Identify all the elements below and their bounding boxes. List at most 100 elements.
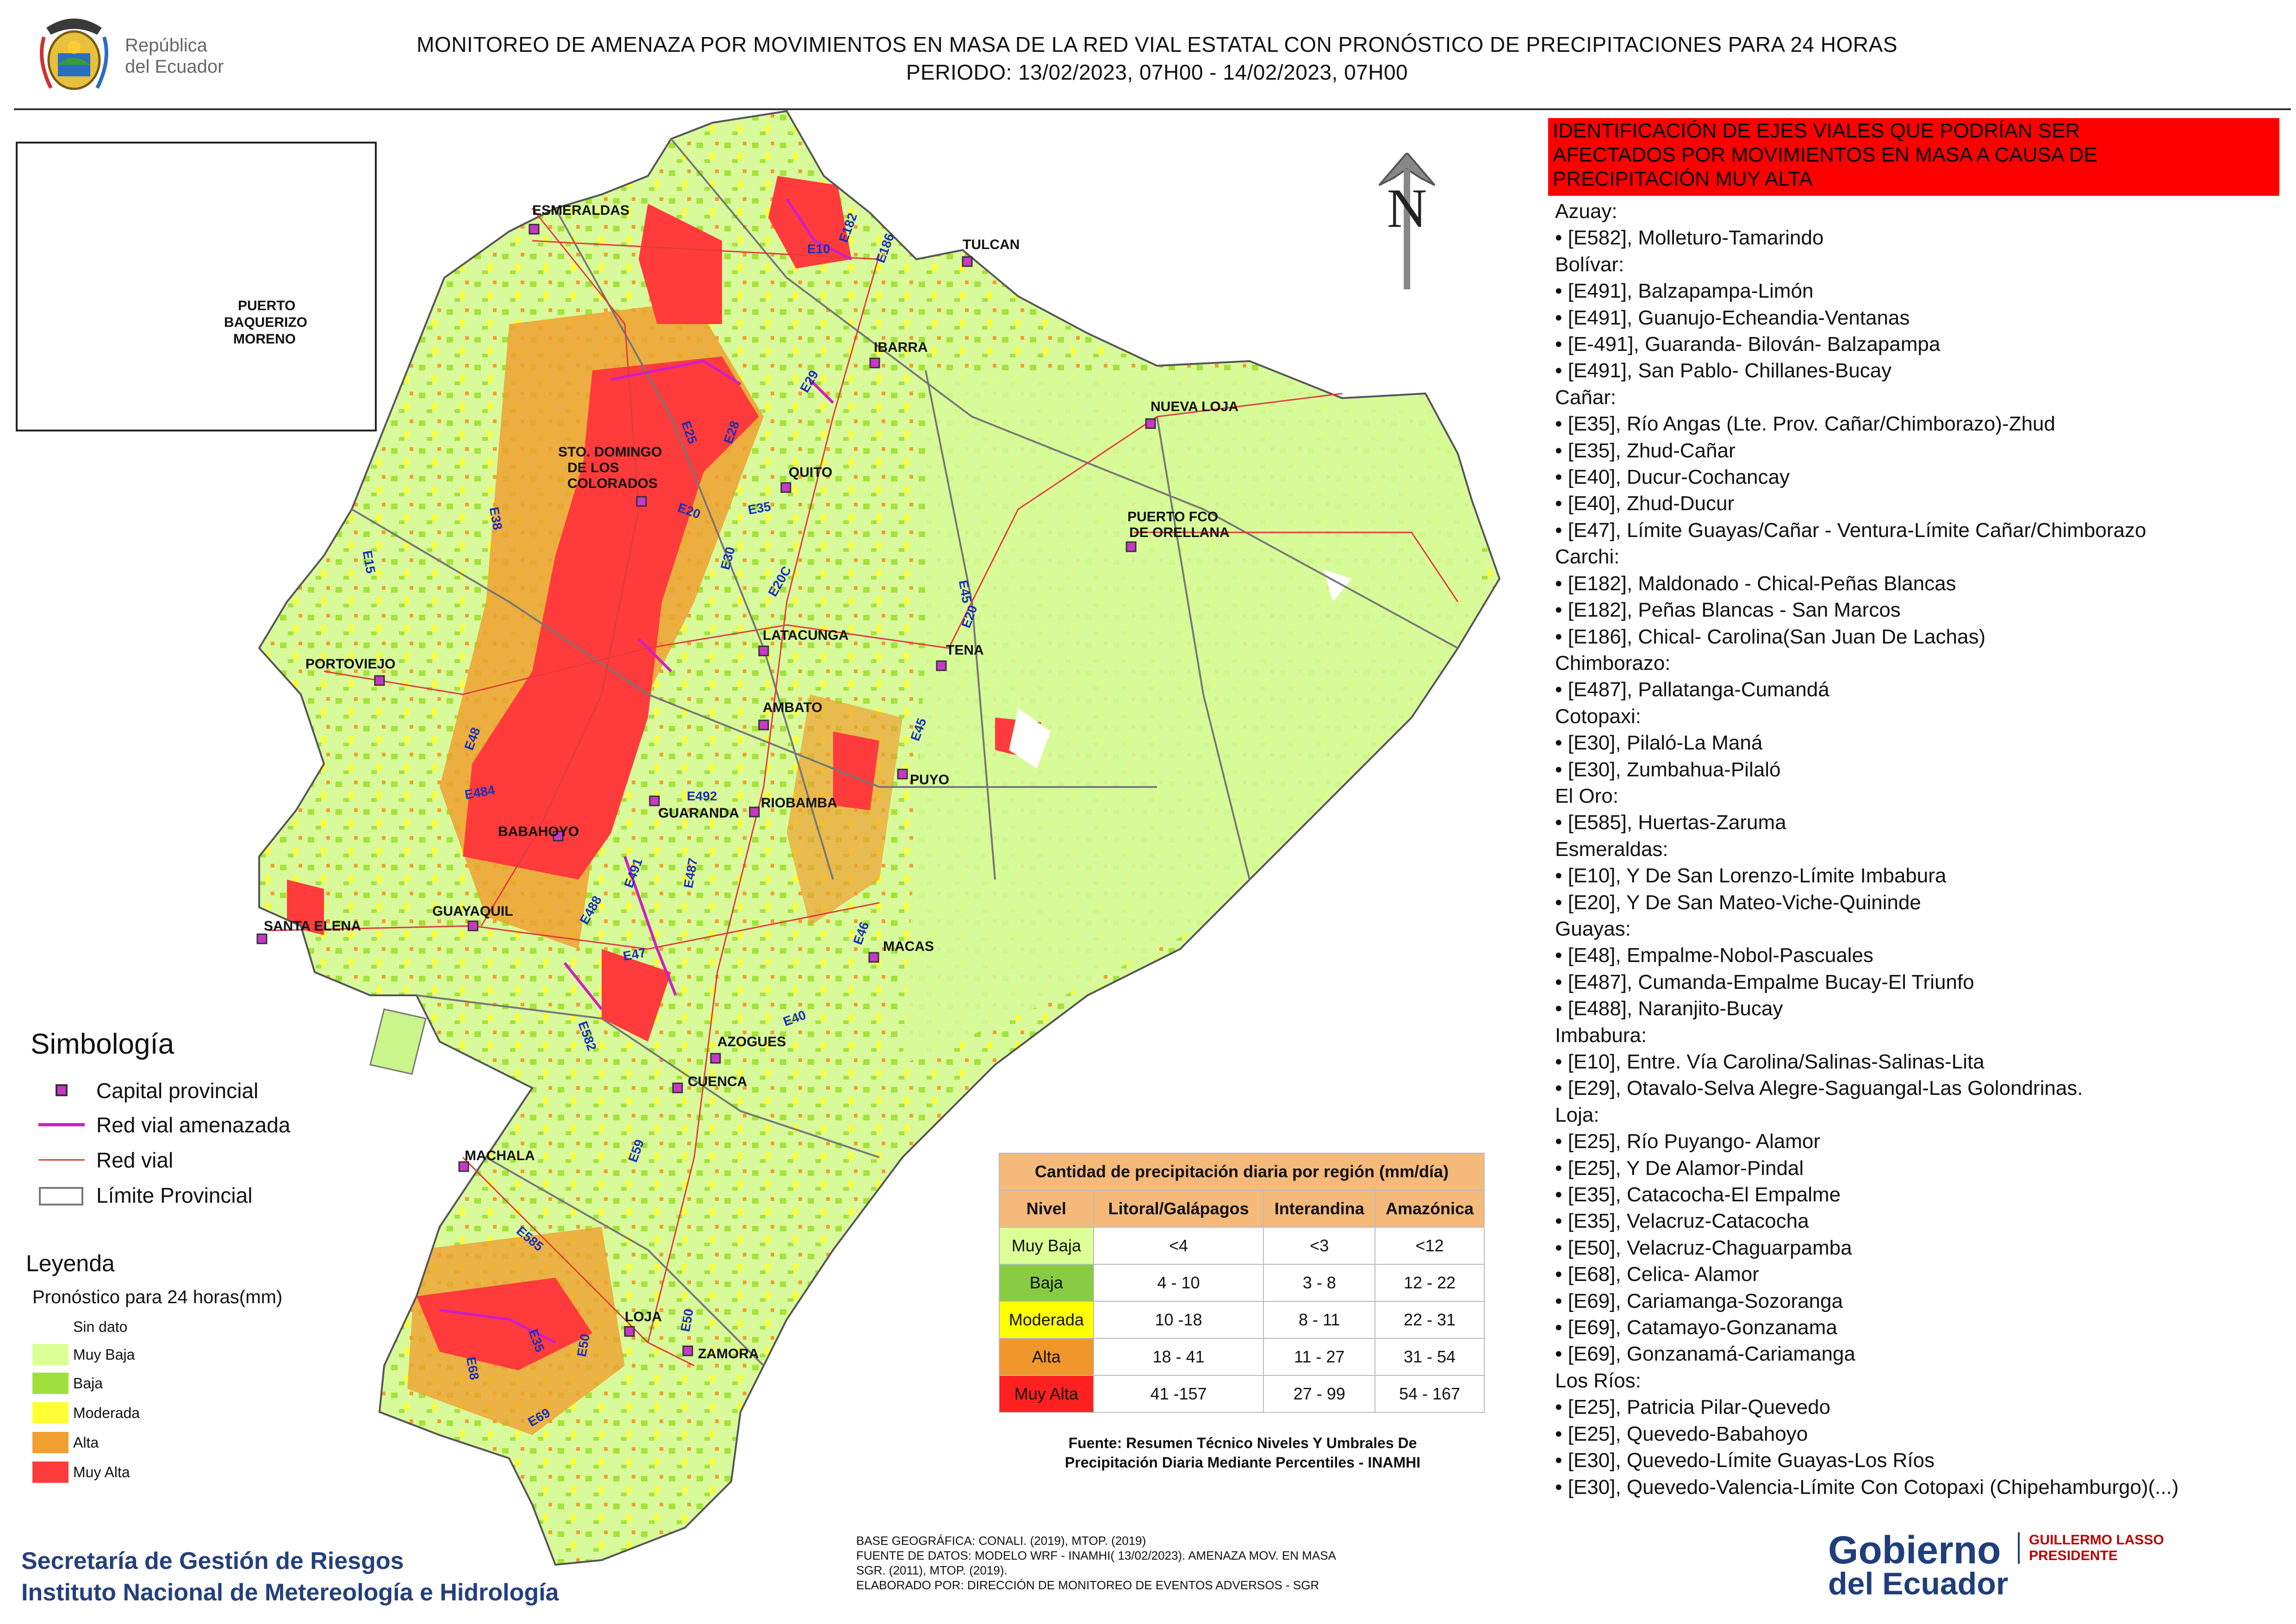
road-item: • [E30], Quevedo-Valencia-Límite Con Cot… <box>1555 1475 2179 1499</box>
route-label: E487 <box>681 857 701 889</box>
road-item: • [E35], Zhud-Cañar <box>1555 439 1736 462</box>
president-credit: GUILLERMO LASSO PRESIDENTE <box>2018 1532 2164 1564</box>
logo-text-1: República <box>125 35 207 56</box>
route-label: E59 <box>625 1137 647 1164</box>
road-item: • [E-491], Guaranda- Bilován- Balzapampa <box>1555 333 1941 356</box>
province-heading: Loja: <box>1555 1103 1599 1126</box>
legend-label: Muy Alta <box>73 1463 130 1480</box>
table-cell-inter: 27 - 99 <box>1263 1375 1375 1413</box>
city-ambato: AMBATO <box>763 700 822 715</box>
province-heading: Cañar: <box>1555 386 1617 409</box>
table-cell-amazon: 12 - 22 <box>1374 1264 1485 1302</box>
legend-item: Moderada <box>32 1401 140 1425</box>
route-label: E10 <box>807 242 830 256</box>
city-zamora: ZAMORA <box>698 1346 759 1362</box>
city-cuenca: CUENCA <box>688 1074 747 1089</box>
road-item: • [E585], Huertas-Zaruma <box>1555 811 1786 834</box>
road-item: • [E487], Cumanda-Empalme Bucay-El Triun… <box>1555 970 1974 993</box>
legend-item: Baja <box>32 1371 103 1395</box>
route-label: E30 <box>718 545 738 571</box>
road-item: • [E35], Catacocha-El Empalme <box>1555 1183 1841 1206</box>
route-label: E68 <box>463 1355 482 1381</box>
north-letter: N <box>1387 177 1427 239</box>
legend-item: Alta <box>32 1430 99 1455</box>
province-heading: Imbabura: <box>1555 1024 1647 1047</box>
legend-label: Baja <box>73 1374 103 1392</box>
title-line-1: MONITOREO DE AMENAZA POR MOVIMIENTOS EN … <box>417 32 1898 56</box>
road-list: Azuay: • [E582], Molleturo-Tamarindo Bolív… <box>1555 198 2296 1500</box>
route-label: E15 <box>360 549 378 575</box>
road-item: • [E69], Gonzanamá-Cariamanga <box>1555 1343 1855 1366</box>
road-item: • [E25], Quevedo-Babahoyo <box>1555 1422 1808 1445</box>
table-cell-level: Muy Baja <box>999 1227 1094 1265</box>
page-title: MONITOREO DE AMENAZA POR MOVIMIENTOS EN … <box>278 31 2036 86</box>
city-babahoyo: BABAHOYO <box>498 824 579 839</box>
precip-table-title: Cantidad de precipitación diaria por reg… <box>999 1153 1485 1191</box>
col-litoral: Litoral/Galápagos <box>1093 1190 1264 1228</box>
city-baquerizo-3: MORENO <box>233 331 296 347</box>
road-item: • [E40], Zhud-Ducur <box>1555 492 1735 515</box>
table-cell-litoral: 10 -18 <box>1093 1301 1264 1339</box>
city-baquerizo-1: PUERTO <box>238 298 296 313</box>
pres-line-2: PRESIDENTE <box>2029 1548 2118 1563</box>
symbology-road-label: Red vial <box>96 1148 174 1172</box>
table-row: Muy Alta 41 -157 27 - 99 54 - 167 <box>999 1375 1485 1413</box>
route-label: E35 <box>747 499 772 518</box>
sgr-credits: Secretaría de Gestión de Riesgos Institu… <box>21 1545 559 1608</box>
note-line-1: Fuente: Resumen Técnico Niveles Y Umbral… <box>1068 1435 1417 1451</box>
route-label: E35 <box>526 1327 548 1354</box>
road-item: • [E182], Maldonado - Chical-Peñas Blanc… <box>1555 572 1956 595</box>
city-nueva-loja: NUEVA LOJA <box>1151 399 1239 414</box>
symbology-limit: Límite Provincial <box>36 1181 252 1209</box>
note-line-2: Precipitación Diaria Mediante Percentile… <box>1064 1454 1421 1471</box>
table-row: Moderada 10 -18 8 - 11 22 - 31 <box>999 1301 1485 1339</box>
table-cell-inter: 8 - 11 <box>1263 1301 1375 1339</box>
table-cell-litoral: <4 <box>1093 1227 1264 1265</box>
road-item: • [E10], Y De San Lorenzo-Límite Imbabur… <box>1555 864 1947 887</box>
legend-swatch <box>32 1432 68 1453</box>
city-sto-domingo-2: DE LOS <box>567 460 619 475</box>
sgr-line-1: Secretaría de Gestión de Riesgos <box>21 1548 404 1574</box>
city-quito: QUITO <box>789 465 833 480</box>
city-guayaquil: GUAYAQUIL <box>432 904 513 919</box>
symbology-title: Simbología <box>31 1028 174 1060</box>
road-item: • [E487], Pallatanga-Cumandá <box>1555 678 1829 701</box>
province-heading: El Oro: <box>1555 784 1618 807</box>
table-cell-litoral: 18 - 41 <box>1093 1338 1264 1376</box>
gobierno-logo: Gobierno del Ecuador <box>1819 1509 2078 1606</box>
source-info: BASE GEOGRÁFICA: CONALI. (2019), MTOP. (… <box>856 1533 1336 1593</box>
city-sto-domingo-3: COLORADOS <box>567 476 658 491</box>
route-label: E47 <box>622 945 647 964</box>
road-item: • [E30], Zumbahua-Pilaló <box>1555 758 1781 781</box>
route-label: E491 <box>621 856 645 890</box>
city-loja: LOJA <box>625 1309 662 1324</box>
table-cell-inter: <3 <box>1263 1227 1375 1265</box>
route-label: E45 <box>908 716 929 743</box>
logo-text-2: del Ecuador <box>125 56 224 77</box>
route-label: E48 <box>461 725 483 752</box>
road-item: • [E68], Celica- Alamor <box>1555 1263 1759 1286</box>
city-puyo: PUYO <box>910 772 950 787</box>
province-heading: Azuay: <box>1555 200 1618 223</box>
route-label: E25 <box>678 419 700 446</box>
symbology-threatened-label: Red vial amenazada <box>96 1113 291 1137</box>
banner-line-1: IDENTIFICACIÓN DE EJES VIALES QUE PODRÍA… <box>1553 119 2080 142</box>
province-heading: Chimborazo: <box>1555 651 1671 675</box>
route-label: E69 <box>525 1405 553 1430</box>
col-level: Nivel <box>999 1190 1094 1228</box>
legend-swatch <box>32 1316 68 1337</box>
route-label: E182 <box>836 211 860 244</box>
road-item: • [E29], Otavalo-Selva Alegre-Saguangal-… <box>1555 1077 2083 1100</box>
table-row: Muy Baja <4 <3 <12 <box>999 1227 1485 1265</box>
city-sto-domingo-1: STO. DOMINGO <box>558 444 662 460</box>
road-item: • [E40], Ducur-Cochancay <box>1555 466 1790 489</box>
legend-item: Sin dato <box>32 1315 127 1339</box>
city-tulcan: TULCAN <box>963 237 1020 252</box>
base-line-2: FUENTE DE DATOS: MODELO WRF - INAMHI( 13… <box>856 1549 1336 1562</box>
road-item: • [E25], Y De Alamor-Pindal <box>1555 1156 1804 1180</box>
road-item: • [E69], Cariamanga-Sozoranga <box>1555 1289 1843 1312</box>
threatened-road-icon <box>36 1116 87 1134</box>
route-label: E488 <box>577 893 605 927</box>
table-cell-level: Muy Alta <box>999 1375 1094 1413</box>
col-interandina: Interandina <box>1263 1190 1375 1228</box>
